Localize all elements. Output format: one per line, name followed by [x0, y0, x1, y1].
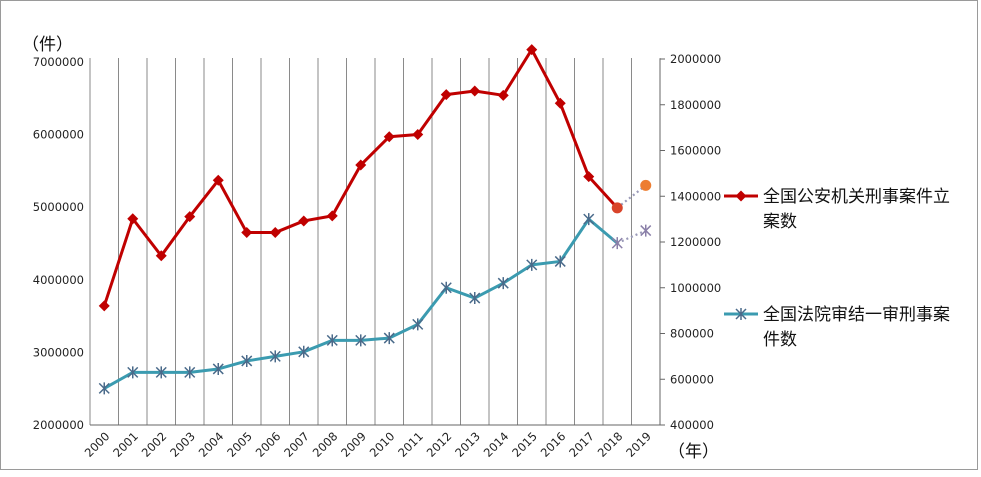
right-tick-label: 1600000	[670, 144, 721, 158]
left-tick-label: 4000000	[33, 273, 84, 287]
right-tick-label: 1400000	[670, 189, 721, 203]
data-point	[298, 345, 310, 358]
x-tick-label: 2004	[196, 429, 227, 460]
data-point	[326, 334, 338, 347]
x-tick-label: 2017	[566, 429, 597, 460]
x-tick-label: 2010	[367, 429, 398, 460]
x-tick-label: 2013	[452, 429, 483, 460]
legend-label: 件数	[763, 330, 797, 350]
series-layer	[98, 44, 652, 395]
data-point	[326, 210, 338, 222]
series-1	[98, 44, 652, 312]
data-point	[440, 89, 452, 101]
left-tick-label: 7000000	[33, 55, 84, 69]
data-point	[241, 227, 253, 239]
x-tick-label: 2001	[110, 429, 141, 460]
right-tick-label: 1200000	[670, 235, 721, 249]
x-axis-ticks: 2000200120022003200420052006200720082009…	[82, 429, 654, 460]
data-point	[184, 211, 196, 223]
x-tick-label: 2014	[481, 429, 512, 460]
data-point	[526, 44, 538, 56]
series-projection-line	[616, 229, 647, 245]
data-point	[440, 281, 452, 294]
data-point	[640, 224, 652, 237]
data-point	[212, 174, 224, 186]
data-point	[640, 179, 652, 191]
legend-label: 全国公安机关刑事案件立	[763, 187, 950, 207]
data-point	[127, 366, 139, 379]
data-point	[98, 382, 110, 395]
series-line	[103, 217, 619, 390]
data-point	[412, 129, 424, 141]
x-axis-unit-label: （年）	[668, 442, 719, 462]
x-tick-label: 2015	[509, 429, 540, 460]
data-point	[184, 366, 196, 379]
left-tick-label: 6000000	[33, 128, 84, 142]
x-tick-label: 2009	[338, 429, 369, 460]
x-tick-label: 2016	[538, 429, 569, 460]
right-tick-label: 800000	[670, 327, 714, 341]
left-tick-label: 3000000	[33, 345, 84, 359]
right-tick-label: 600000	[670, 372, 714, 386]
right-tick-label: 2000000	[670, 52, 721, 66]
series-projection-line	[616, 184, 647, 209]
x-tick-label: 2018	[595, 429, 626, 460]
legend-label: 全国法院审结一审刑事案	[763, 305, 950, 325]
data-point	[469, 85, 481, 97]
data-point	[355, 159, 367, 171]
data-point	[98, 300, 110, 312]
x-tick-label: 2000	[82, 429, 113, 460]
data-point	[497, 89, 509, 101]
data-point	[127, 213, 139, 225]
data-point	[383, 131, 395, 143]
data-point	[269, 227, 281, 239]
series-2	[98, 213, 652, 395]
data-point	[355, 334, 367, 347]
data-point	[497, 277, 509, 290]
data-point	[611, 237, 623, 250]
data-point	[526, 258, 538, 271]
data-point	[583, 171, 595, 183]
data-point	[269, 350, 281, 363]
series-line	[102, 48, 619, 307]
legend-marker	[735, 308, 747, 320]
data-point	[583, 213, 595, 226]
x-tick-label: 2007	[281, 429, 312, 460]
data-point	[212, 362, 224, 375]
data-point	[412, 318, 424, 331]
right-tick-label: 1800000	[670, 98, 721, 112]
x-tick-label: 2002	[139, 429, 170, 460]
left-axis-unit-label: （件）	[22, 35, 73, 55]
x-tick-label: 2003	[167, 429, 198, 460]
left-axis-ticks: 2000000 3000000 4000000 5000000 6000000 70000…	[33, 55, 84, 432]
left-tick-label: 5000000	[33, 200, 84, 214]
x-tick-label: 2019	[623, 429, 654, 460]
x-tick-label: 2011	[395, 429, 426, 460]
x-tick-label: 2012	[424, 429, 455, 460]
legend-marker	[735, 190, 747, 202]
data-point	[241, 354, 253, 367]
x-tick-label: 2008	[310, 429, 341, 460]
data-point	[383, 332, 395, 345]
right-tick-label: 1000000	[670, 281, 721, 295]
data-point	[155, 366, 167, 379]
right-axis-ticks: 400000 600000 800000 1000000 1200000 1400000 1…	[660, 52, 721, 432]
data-point	[298, 215, 310, 227]
data-point	[554, 255, 566, 268]
left-tick-label: 2000000	[33, 418, 84, 432]
data-point	[554, 97, 566, 109]
legend-label: 案数	[763, 212, 797, 232]
data-point	[611, 202, 623, 214]
x-tick-label: 2006	[253, 429, 284, 460]
x-tick-label: 2005	[224, 429, 255, 460]
data-point	[155, 250, 167, 262]
right-tick-label: 400000	[670, 418, 714, 432]
data-point	[469, 292, 481, 305]
